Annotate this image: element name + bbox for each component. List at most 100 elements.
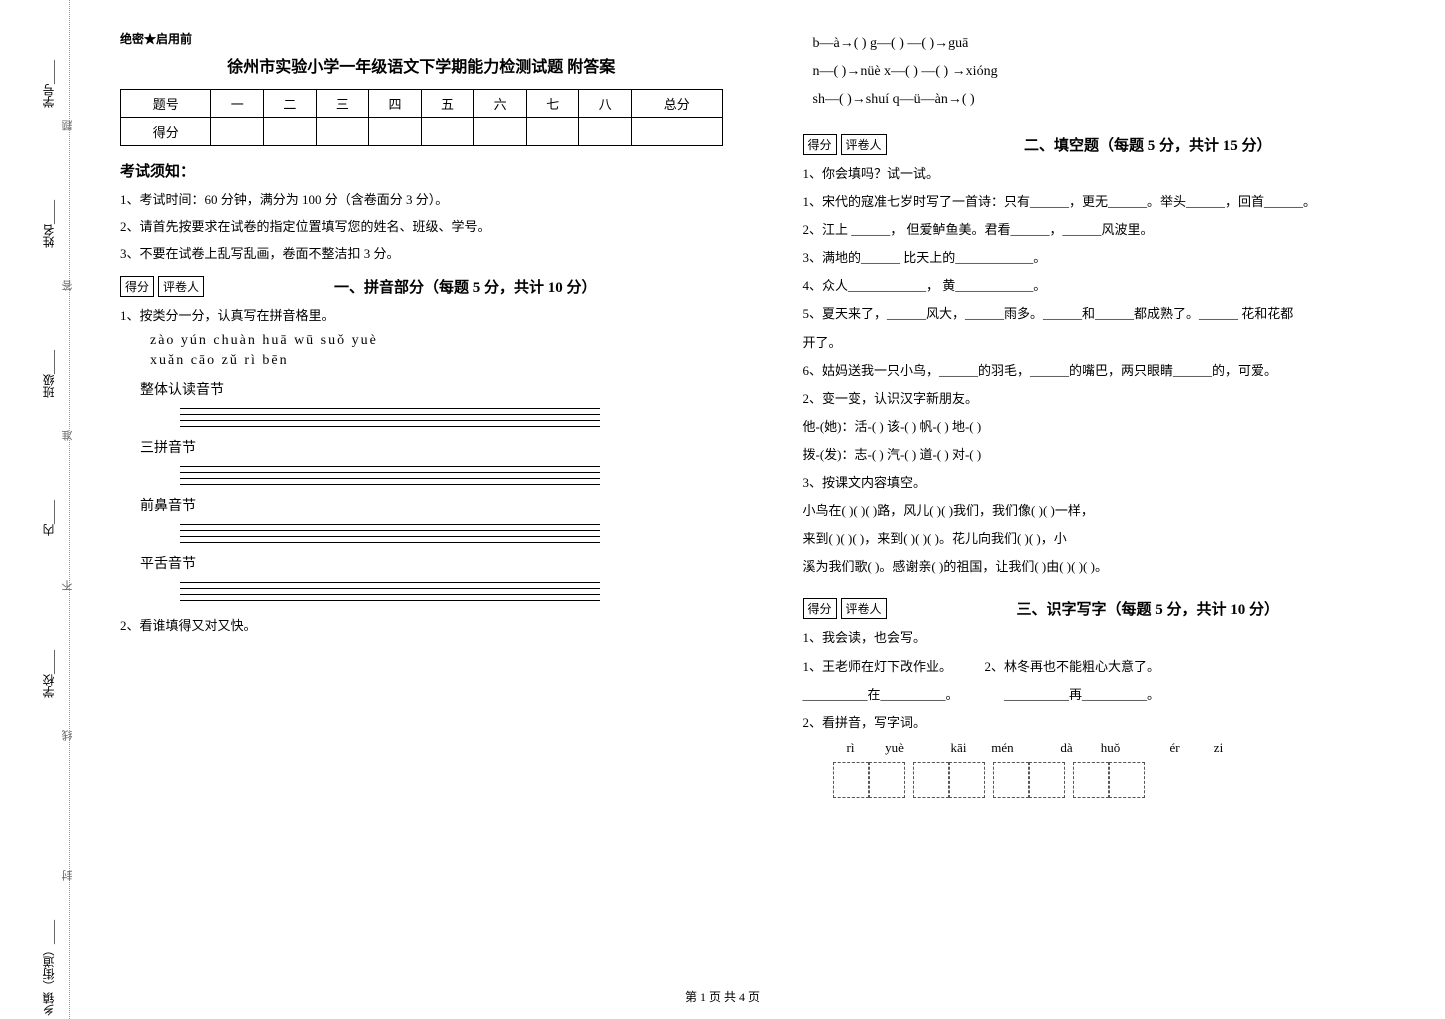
td [369,118,422,146]
char-box [1073,762,1109,798]
py: rì [833,740,869,756]
s2-line: 拨-(发)：志-( ) 汽-( ) 道-( ) 对-( ) [803,444,1406,466]
group-label: 三拼音节 [140,437,723,457]
seal-char: 封 [60,870,76,881]
char-group [913,762,985,798]
s2-line: 来到( )( )( )，来到( )( )( )。花儿向我们( )( )，小 [803,528,1406,550]
td [316,118,369,146]
char-box [1109,762,1145,798]
char-box [1029,762,1065,798]
section3-title: 三、识字写字（每题 5 分，共计 10 分） [891,598,1405,619]
seal-char: 不 [60,580,76,591]
section1-title: 一、拼音部分（每题 5 分，共计 10 分） [208,276,722,297]
s2-line: 2、江上 ______， 但爱鲈鱼美。君看______，______风波里。 [803,219,1406,241]
s2-line: 3、满地的______ 比天上的____________。 [803,247,1406,269]
group-label: 平舌音节 [140,553,723,573]
td [579,118,632,146]
td [211,118,264,146]
grader-box: 评卷人 [158,276,204,297]
secret-label: 绝密★启用前 [120,30,723,47]
th: 六 [474,90,527,118]
char-box [993,762,1029,798]
grader-box: 评卷人 [841,134,887,155]
s2-line: 4、众人____________， 黄____________。 [803,275,1406,297]
binding-label: 内____ [40,500,57,536]
s3-blank: __________在__________。 [803,687,959,702]
four-line-grid [180,577,600,601]
char-box [869,762,905,798]
th: 四 [369,90,422,118]
pinyin-fill-line: n—( )→nüè x—( ) —( ) →xióng [813,58,1406,86]
score-box: 得分 [803,598,837,619]
s2-line: 5、夏天来了，______风大，______雨多。______和______都成… [803,303,1406,325]
s3-row: __________在__________。 __________再______… [803,684,1406,706]
td [631,118,722,146]
exam-rules: 1、考试时间：60 分钟，满分为 100 分（含卷面分 3 分）。 2、请首先按… [120,189,723,262]
table-row: 题号 一 二 三 四 五 六 七 八 总分 [121,90,723,118]
binding-label: 学号____ [40,60,57,108]
s3-q2: 2、看拼音，写字词。 [803,712,1406,734]
py: zi [1201,740,1237,756]
s1-q2: 2、看谁填得又对又快。 [120,615,723,637]
four-line-grid [180,519,600,543]
s2-line: 1、宋代的寇准七岁时写了一首诗：只有______，更无______。举头____… [803,191,1406,213]
notice-heading: 考试须知： [120,160,723,181]
section3-header: 得分 评卷人 三、识字写字（每题 5 分，共计 10 分） [803,598,1406,619]
pinyin-row: xuǎn cāo zǔ rì bēn [150,353,723,369]
s2-line: 他-(她)：活-( ) 该-( ) 帆-( ) 地-( ) [803,416,1406,438]
group-label: 前鼻音节 [140,495,723,515]
th: 三 [316,90,369,118]
seal-char: 准 [60,430,76,441]
char-box [949,762,985,798]
binding-label: 学校____ [40,650,57,698]
rule-item: 3、不要在试卷上乱写乱画，卷面不整洁扣 3 分。 [120,243,723,262]
th: 总分 [631,90,722,118]
td [474,118,527,146]
s3-q1: 1、我会读，也会写。 [803,627,1406,649]
exam-title: 徐州市实验小学一年级语文下学期能力检测试题 附答案 [120,53,723,77]
pinyin-fill-line: sh—( )→shuí q—ü—àn→( ) [813,86,1406,114]
binding-edge: 学号____ 姓名____ 班级____ 内____ 学校____ 乡镇（街道）… [0,0,70,1019]
py: mén [985,740,1021,756]
char-box [833,762,869,798]
rule-item: 2、请首先按要求在试卷的指定位置填写您的姓名、班级、学号。 [120,216,723,235]
th: 七 [526,90,579,118]
s3-blank: __________再__________。 [1004,687,1160,702]
th: 五 [421,90,474,118]
s2-line: 开了。 [803,332,1406,354]
td: 得分 [121,118,211,146]
pinyin-fill-block: b—à→( ) g—( ) —( )→guā n—( )→nüè x—( ) —… [803,30,1406,114]
th: 八 [579,90,632,118]
td [526,118,579,146]
pinyin-row: zào yún chuàn huā wū suǒ yuè [150,333,723,349]
seal-char: 线 [60,730,76,741]
s3-row: 1、王老师在灯下改作业。 2、林冬再也不能粗心大意了。 [803,656,1406,678]
four-line-grid [180,403,600,427]
td [264,118,317,146]
section2-header: 得分 评卷人 二、填空题（每题 5 分，共计 15 分） [803,134,1406,155]
table-row: 得分 [121,118,723,146]
s2-line: 溪为我们歌( )。感谢亲( )的祖国，让我们( )由( )( )( )。 [803,556,1406,578]
four-line-grid [180,461,600,485]
score-box: 得分 [803,134,837,155]
th: 题号 [121,90,211,118]
th: 一 [211,90,264,118]
binding-label: 姓名____ [40,200,57,248]
section1-header: 得分 评卷人 一、拼音部分（每题 5 分，共计 10 分） [120,276,723,297]
py: huǒ [1093,740,1129,756]
py: kāi [941,740,977,756]
binding-label: 班级____ [40,350,57,398]
char-grid [833,762,1406,798]
char-group [993,762,1065,798]
py: yuè [877,740,913,756]
char-box [913,762,949,798]
s2-q3: 3、按课文内容填空。 [803,472,1406,494]
s1-q1: 1、按类分一分，认真写在拼音格里。 [120,305,723,327]
section2-title: 二、填空题（每题 5 分，共计 15 分） [891,134,1405,155]
right-column: b—à→( ) g—( ) —( )→guā n—( )→nüè x—( ) —… [763,0,1445,1019]
s2-q2: 2、变一变，认识汉字新朋友。 [803,388,1406,410]
char-group [1073,762,1145,798]
exam-page: 学号____ 姓名____ 班级____ 内____ 学校____ 乡镇（街道）… [0,0,1445,1019]
seal-char: 答 [60,280,76,291]
score-table: 题号 一 二 三 四 五 六 七 八 总分 得分 [120,89,723,146]
